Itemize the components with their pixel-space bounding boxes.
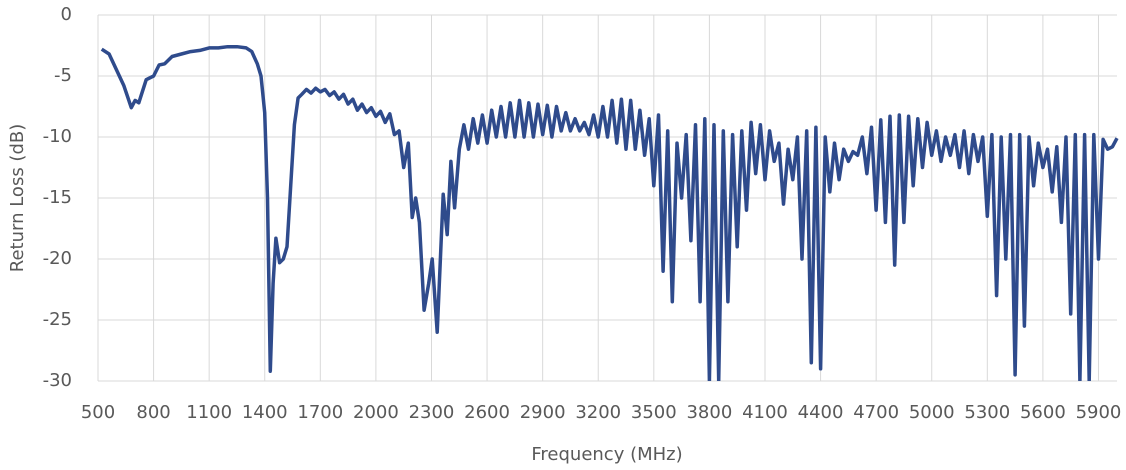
x-tick-label: 3200 xyxy=(575,402,621,423)
x-tick-label: 1100 xyxy=(186,402,232,423)
x-tick-label: 500 xyxy=(81,402,115,423)
y-tick-label: -20 xyxy=(43,248,72,269)
x-tick-label: 1700 xyxy=(297,402,343,423)
y-tick-label: -10 xyxy=(43,126,72,147)
x-tick-label: 2900 xyxy=(520,402,566,423)
y-tick-label: -30 xyxy=(43,370,72,391)
x-tick-label: 5000 xyxy=(909,402,955,423)
x-tick-label: 3800 xyxy=(686,402,732,423)
x-tick-label: 800 xyxy=(136,402,170,423)
x-tick-label: 5900 xyxy=(1076,402,1122,423)
x-tick-label: 4700 xyxy=(853,402,899,423)
x-tick-label: 3500 xyxy=(631,402,677,423)
y-tick-label: -25 xyxy=(43,309,72,330)
y-tick-label: -15 xyxy=(43,187,72,208)
x-tick-label: 5300 xyxy=(964,402,1010,423)
x-tick-label: 4400 xyxy=(798,402,844,423)
x-tick-label: 4100 xyxy=(742,402,788,423)
x-tick-label: 2600 xyxy=(464,402,510,423)
y-axis-title: Return Loss (dB) xyxy=(7,124,28,272)
series-line xyxy=(100,44,1119,381)
x-axis-title: Frequency (MHz) xyxy=(531,444,682,465)
x-tick-label: 1400 xyxy=(242,402,288,423)
y-tick-label: -5 xyxy=(54,65,72,86)
x-tick-label: 2300 xyxy=(409,402,455,423)
y-tick-label: 0 xyxy=(61,4,72,25)
x-tick-label: 5600 xyxy=(1020,402,1066,423)
x-tick-label: 2000 xyxy=(353,402,399,423)
